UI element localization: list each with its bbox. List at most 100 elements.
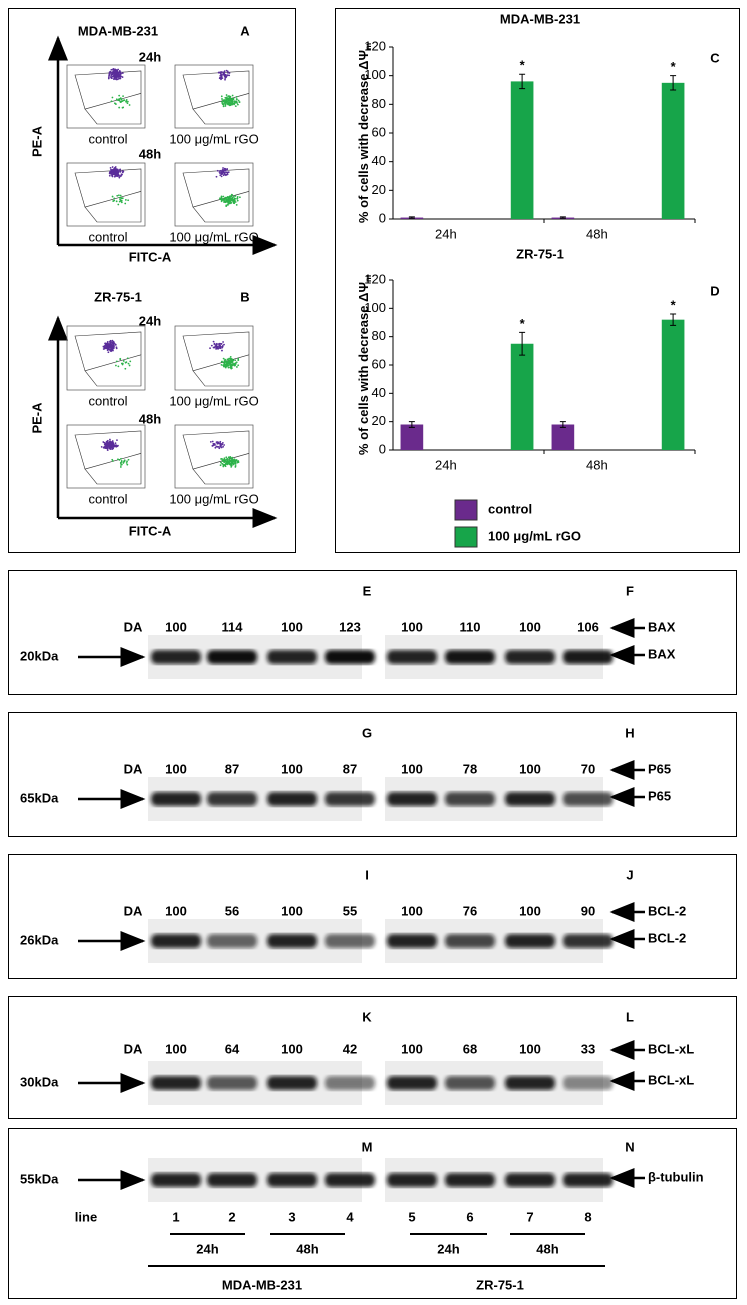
event-dot [114,73,117,76]
event-dot [221,100,223,103]
blot-band [207,792,257,806]
event-dot [224,361,226,364]
protein-label: P65 [648,788,671,803]
event-dot [219,198,222,201]
event-dot [116,168,119,171]
gate [182,430,250,485]
event-dot [106,345,108,348]
panel-frame [8,8,296,553]
event-dot [220,461,222,464]
event-dot [229,198,232,201]
event-dot [124,199,127,201]
plot-frame [66,64,146,129]
panel-letter: M [362,1139,373,1154]
blot-band [505,934,555,948]
event-dot [121,363,124,366]
error-bar [670,75,677,91]
event-dot [231,456,234,459]
event-dot [221,102,224,105]
event-dot [231,198,234,201]
lane-number: 6 [466,1209,473,1224]
marker-label: 30kDa [20,1074,59,1089]
event-dot [108,174,111,177]
marker-label: 26kDa [20,932,59,947]
condition-label: 100 μg/mL rGO [169,491,258,506]
event-dot [223,365,226,368]
event-dot [219,445,222,448]
event-dot [118,106,121,109]
event-dot [223,363,226,366]
time-label: 48h [139,146,161,161]
event-dot [220,170,222,172]
chart-title: MDA-MB-231 [500,11,580,26]
event-dot [216,445,219,448]
blot-band [151,1076,201,1090]
marker-label: 20kDa [20,648,59,663]
event-dot [237,364,240,367]
event-dot [116,72,119,75]
event-dot [228,96,231,99]
da-label: DA [124,619,143,634]
event-dot [209,347,211,350]
event-dot [109,76,112,78]
time-group-label: 48h [296,1241,318,1256]
event-dot [232,459,235,462]
event-dot [235,203,238,206]
event-dot [228,198,231,201]
error-bar [559,216,566,219]
y-tick-label: 20 [372,413,386,428]
event-dot [114,168,117,170]
panel-letter: F [626,583,634,598]
protein-label: β-tubulin [648,1169,704,1184]
event-dot [219,345,222,348]
blot-band [267,1076,317,1090]
event-dot [126,460,128,463]
event-dot [236,195,239,198]
blot-band [445,650,495,664]
da-value: 100 [165,903,187,918]
event-dot [224,101,226,104]
event-dot [215,175,218,178]
event-dot [118,200,121,203]
event-dot [226,460,229,463]
da-value: 56 [225,903,239,918]
event-dot [109,440,112,443]
event-dot [111,71,113,74]
legend-label: 100 μg/mL rGO [488,528,581,543]
event-dot [107,77,110,80]
event-dot [119,72,121,74]
marker-label: 65kDa [20,790,59,805]
event-dot [222,341,224,343]
blot-band [151,650,201,664]
event-dot [222,357,225,360]
event-dot [120,197,123,200]
event-dot [112,447,114,450]
event-dot [113,197,116,200]
event-dot [222,100,225,103]
legend-label: control [488,501,532,516]
event-dot [109,348,111,351]
event-dot [219,71,222,74]
event-dot [109,445,112,447]
event-dot [228,72,231,74]
y-axis-label-sub: m [364,275,373,282]
blot-band [387,1173,437,1187]
event-dot [228,462,231,465]
event-dot [121,72,124,74]
event-dot [127,199,130,202]
event-dot [106,347,109,350]
event-dot [222,361,225,364]
blot-band [207,1173,257,1187]
event-dot [221,346,223,349]
event-dot [224,105,227,107]
event-dot [228,357,231,360]
y-axis-label-sub: m [364,43,373,50]
event-dot [237,460,240,462]
protein-label: BCL-xL [648,1072,694,1087]
event-dot [111,174,113,177]
event-dot [231,363,234,365]
blot-band [563,1076,613,1090]
condition-label: 100 μg/mL rGO [169,131,258,146]
panel-letter: J [626,867,633,882]
